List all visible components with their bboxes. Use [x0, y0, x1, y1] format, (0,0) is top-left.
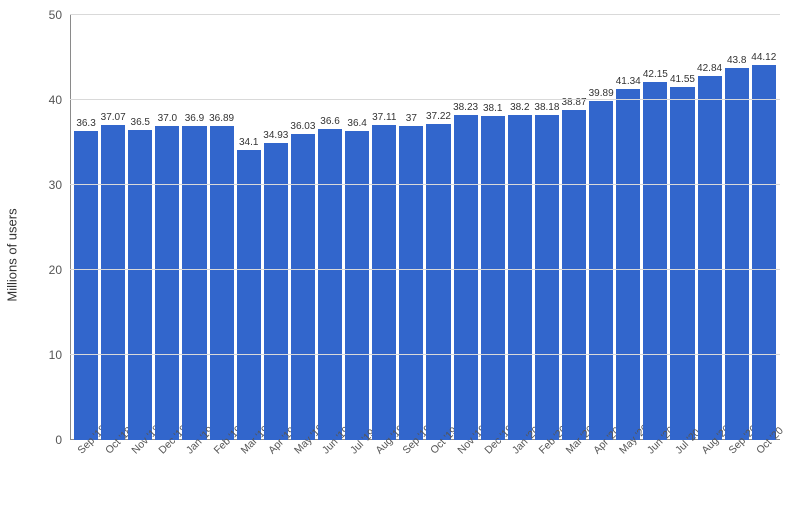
bar: 41.34 — [616, 89, 640, 440]
y-axis-label: Millions of users — [5, 208, 20, 301]
bar-value-label: 36.6 — [320, 116, 339, 127]
bar-value-label: 34.1 — [239, 137, 258, 148]
bar-value-label: 37 — [406, 113, 417, 124]
bar: 44.12 — [752, 65, 776, 440]
bar: 42.15 — [643, 82, 667, 440]
grid-line — [70, 99, 780, 100]
bar-slot: 43.8Sep '20 — [725, 15, 749, 440]
bar-value-label: 37.11 — [372, 112, 396, 123]
bar-value-label: 37.0 — [158, 113, 177, 124]
bar-slot: 36.9Jan '19 — [182, 15, 206, 440]
bar-slot: 38.1Dec '19 — [481, 15, 505, 440]
bar-value-label: 41.34 — [616, 76, 641, 87]
bar-value-label: 34.93 — [263, 130, 288, 141]
bar-slot: 37.0Dec '18 — [155, 15, 179, 440]
bar: 36.5 — [128, 130, 152, 440]
bar: 37 — [399, 126, 423, 441]
bar-slot: 37.07Oct '18 — [101, 15, 125, 440]
y-tick-label: 20 — [49, 263, 62, 277]
bar-slot: 38.23Nov '19 — [454, 15, 478, 440]
bar-value-label: 39.89 — [589, 88, 614, 99]
bar: 36.89 — [210, 126, 234, 440]
bar-value-label: 36.03 — [290, 121, 315, 132]
chart-area: 36.3Sep '1837.07Oct '1836.5Nov '1837.0De… — [70, 15, 780, 440]
bar: 38.18 — [535, 115, 559, 440]
bar: 34.1 — [237, 150, 261, 440]
bar-value-label: 41.55 — [670, 74, 695, 85]
bar-value-label: 44.12 — [751, 52, 776, 63]
bar-value-label: 38.23 — [453, 102, 478, 113]
bar-slot: 34.1Mar '19 — [237, 15, 261, 440]
bar: 36.6 — [318, 129, 342, 440]
bar-value-label: 38.18 — [534, 102, 559, 113]
bar-slot: 42.84Aug '20 — [698, 15, 722, 440]
bar-value-label: 42.15 — [643, 69, 668, 80]
grid-line — [70, 354, 780, 355]
bar: 36.4 — [345, 131, 369, 440]
bar-slot: 37.22Oct '19 — [426, 15, 450, 440]
bar: 36.03 — [291, 134, 315, 440]
bar-slot: 36.3Sep '18 — [74, 15, 98, 440]
bar-slot: 36.89Feb '19 — [210, 15, 234, 440]
bar-slot: 38.2Jan '20 — [508, 15, 532, 440]
bar-value-label: 36.4 — [347, 118, 366, 129]
bar-value-label: 38.1 — [483, 103, 502, 114]
y-tick-label: 10 — [49, 348, 62, 362]
bar: 36.9 — [182, 126, 206, 440]
bar-value-label: 36.89 — [209, 113, 234, 124]
grid-line — [70, 269, 780, 270]
bar: 34.93 — [264, 143, 288, 440]
bar-value-label: 37.07 — [101, 112, 126, 123]
bar-slot: 44.12Oct '20 — [752, 15, 776, 440]
bar-slot: 41.55Jul '20 — [670, 15, 694, 440]
bar-value-label: 43.8 — [727, 55, 746, 66]
bar: 37.22 — [426, 124, 450, 440]
bar-value-label: 36.3 — [76, 118, 95, 129]
bar: 37.11 — [372, 125, 396, 440]
y-tick-label: 30 — [49, 178, 62, 192]
bar: 38.23 — [454, 115, 478, 440]
bar: 37.0 — [155, 126, 179, 441]
bar-value-label: 38.2 — [510, 102, 529, 113]
bar: 41.55 — [670, 87, 694, 440]
bar-slot: 42.15Jun '20 — [643, 15, 667, 440]
y-tick-label: 40 — [49, 93, 62, 107]
bar: 38.1 — [481, 116, 505, 440]
bar-slot: 37.11Aug '19 — [372, 15, 396, 440]
bar: 38.2 — [508, 115, 532, 440]
bar-slot: 39.89Apr '20 — [589, 15, 613, 440]
plot-area: 36.3Sep '1837.07Oct '1836.5Nov '1837.0De… — [70, 15, 780, 440]
bar: 38.87 — [562, 110, 586, 440]
bar-slot: 38.18Feb '20 — [535, 15, 559, 440]
bar-slot: 37Sep '19 — [399, 15, 423, 440]
y-tick-label: 50 — [49, 8, 62, 22]
bar: 39.89 — [589, 101, 613, 440]
bar: 43.8 — [725, 68, 749, 440]
y-tick-label: 0 — [55, 433, 62, 447]
bar-slot: 38.87Mar '20 — [562, 15, 586, 440]
bar-value-label: 42.84 — [697, 63, 722, 74]
bar: 36.3 — [74, 131, 98, 440]
bar: 37.07 — [101, 125, 125, 440]
bar-slot: 36.03May '19 — [291, 15, 315, 440]
bar-slot: 34.93Apr '19 — [264, 15, 288, 440]
bar-slot: 36.6Jun '19 — [318, 15, 342, 440]
bar-value-label: 36.9 — [185, 113, 204, 124]
bar-value-label: 37.22 — [426, 111, 451, 122]
grid-line — [70, 14, 780, 15]
bar-slot: 36.5Nov '18 — [128, 15, 152, 440]
bars-group: 36.3Sep '1837.07Oct '1836.5Nov '1837.0De… — [70, 15, 780, 440]
bar: 42.84 — [698, 76, 722, 440]
bar-slot: 41.34May '20 — [616, 15, 640, 440]
grid-line — [70, 184, 780, 185]
bar-value-label: 36.5 — [131, 117, 150, 128]
bar-slot: 36.4Jul '19 — [345, 15, 369, 440]
